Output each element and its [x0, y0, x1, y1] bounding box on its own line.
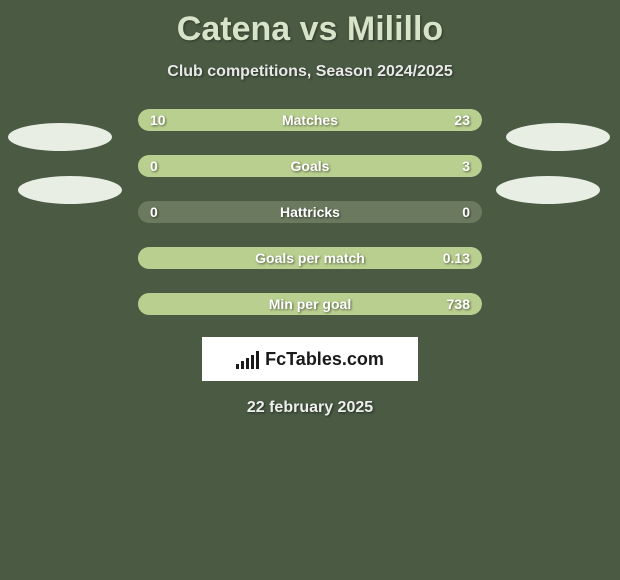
logo-text: FcTables.com — [265, 349, 384, 370]
stat-label: Hattricks — [138, 201, 482, 223]
value-right: 3 — [462, 155, 470, 177]
subtitle: Club competitions, Season 2024/2025 — [0, 63, 620, 81]
logo-bar-icon — [256, 351, 259, 369]
logo: FcTables.com — [236, 349, 384, 370]
value-right: 738 — [447, 293, 470, 315]
logo-bar-icon — [236, 364, 239, 369]
logo-box[interactable]: FcTables.com — [202, 337, 418, 381]
logo-bar-icon — [251, 355, 254, 369]
stat-row: 10Matches23 — [138, 109, 482, 131]
logo-bars-icon — [236, 349, 259, 369]
stat-row: 0Goals3 — [138, 155, 482, 177]
oval-p2-goals — [496, 176, 600, 204]
oval-p1-matches — [8, 123, 112, 151]
stat-row: Min per goal738 — [138, 293, 482, 315]
logo-bar-icon — [246, 358, 249, 369]
stat-label: Min per goal — [138, 293, 482, 315]
stat-label: Matches — [138, 109, 482, 131]
logo-bar-icon — [241, 361, 244, 369]
stat-row: 0Hattricks0 — [138, 201, 482, 223]
stat-label: Goals — [138, 155, 482, 177]
value-right: 23 — [454, 109, 470, 131]
stats-rows: 10Matches230Goals30Hattricks0Goals per m… — [138, 109, 482, 315]
oval-p2-matches — [506, 123, 610, 151]
value-right: 0.13 — [443, 247, 470, 269]
stat-row: Goals per match0.13 — [138, 247, 482, 269]
value-right: 0 — [462, 201, 470, 223]
page-title: Catena vs Milillo — [0, 0, 620, 49]
stat-label: Goals per match — [138, 247, 482, 269]
oval-p1-goals — [18, 176, 122, 204]
date-text: 22 february 2025 — [0, 399, 620, 417]
